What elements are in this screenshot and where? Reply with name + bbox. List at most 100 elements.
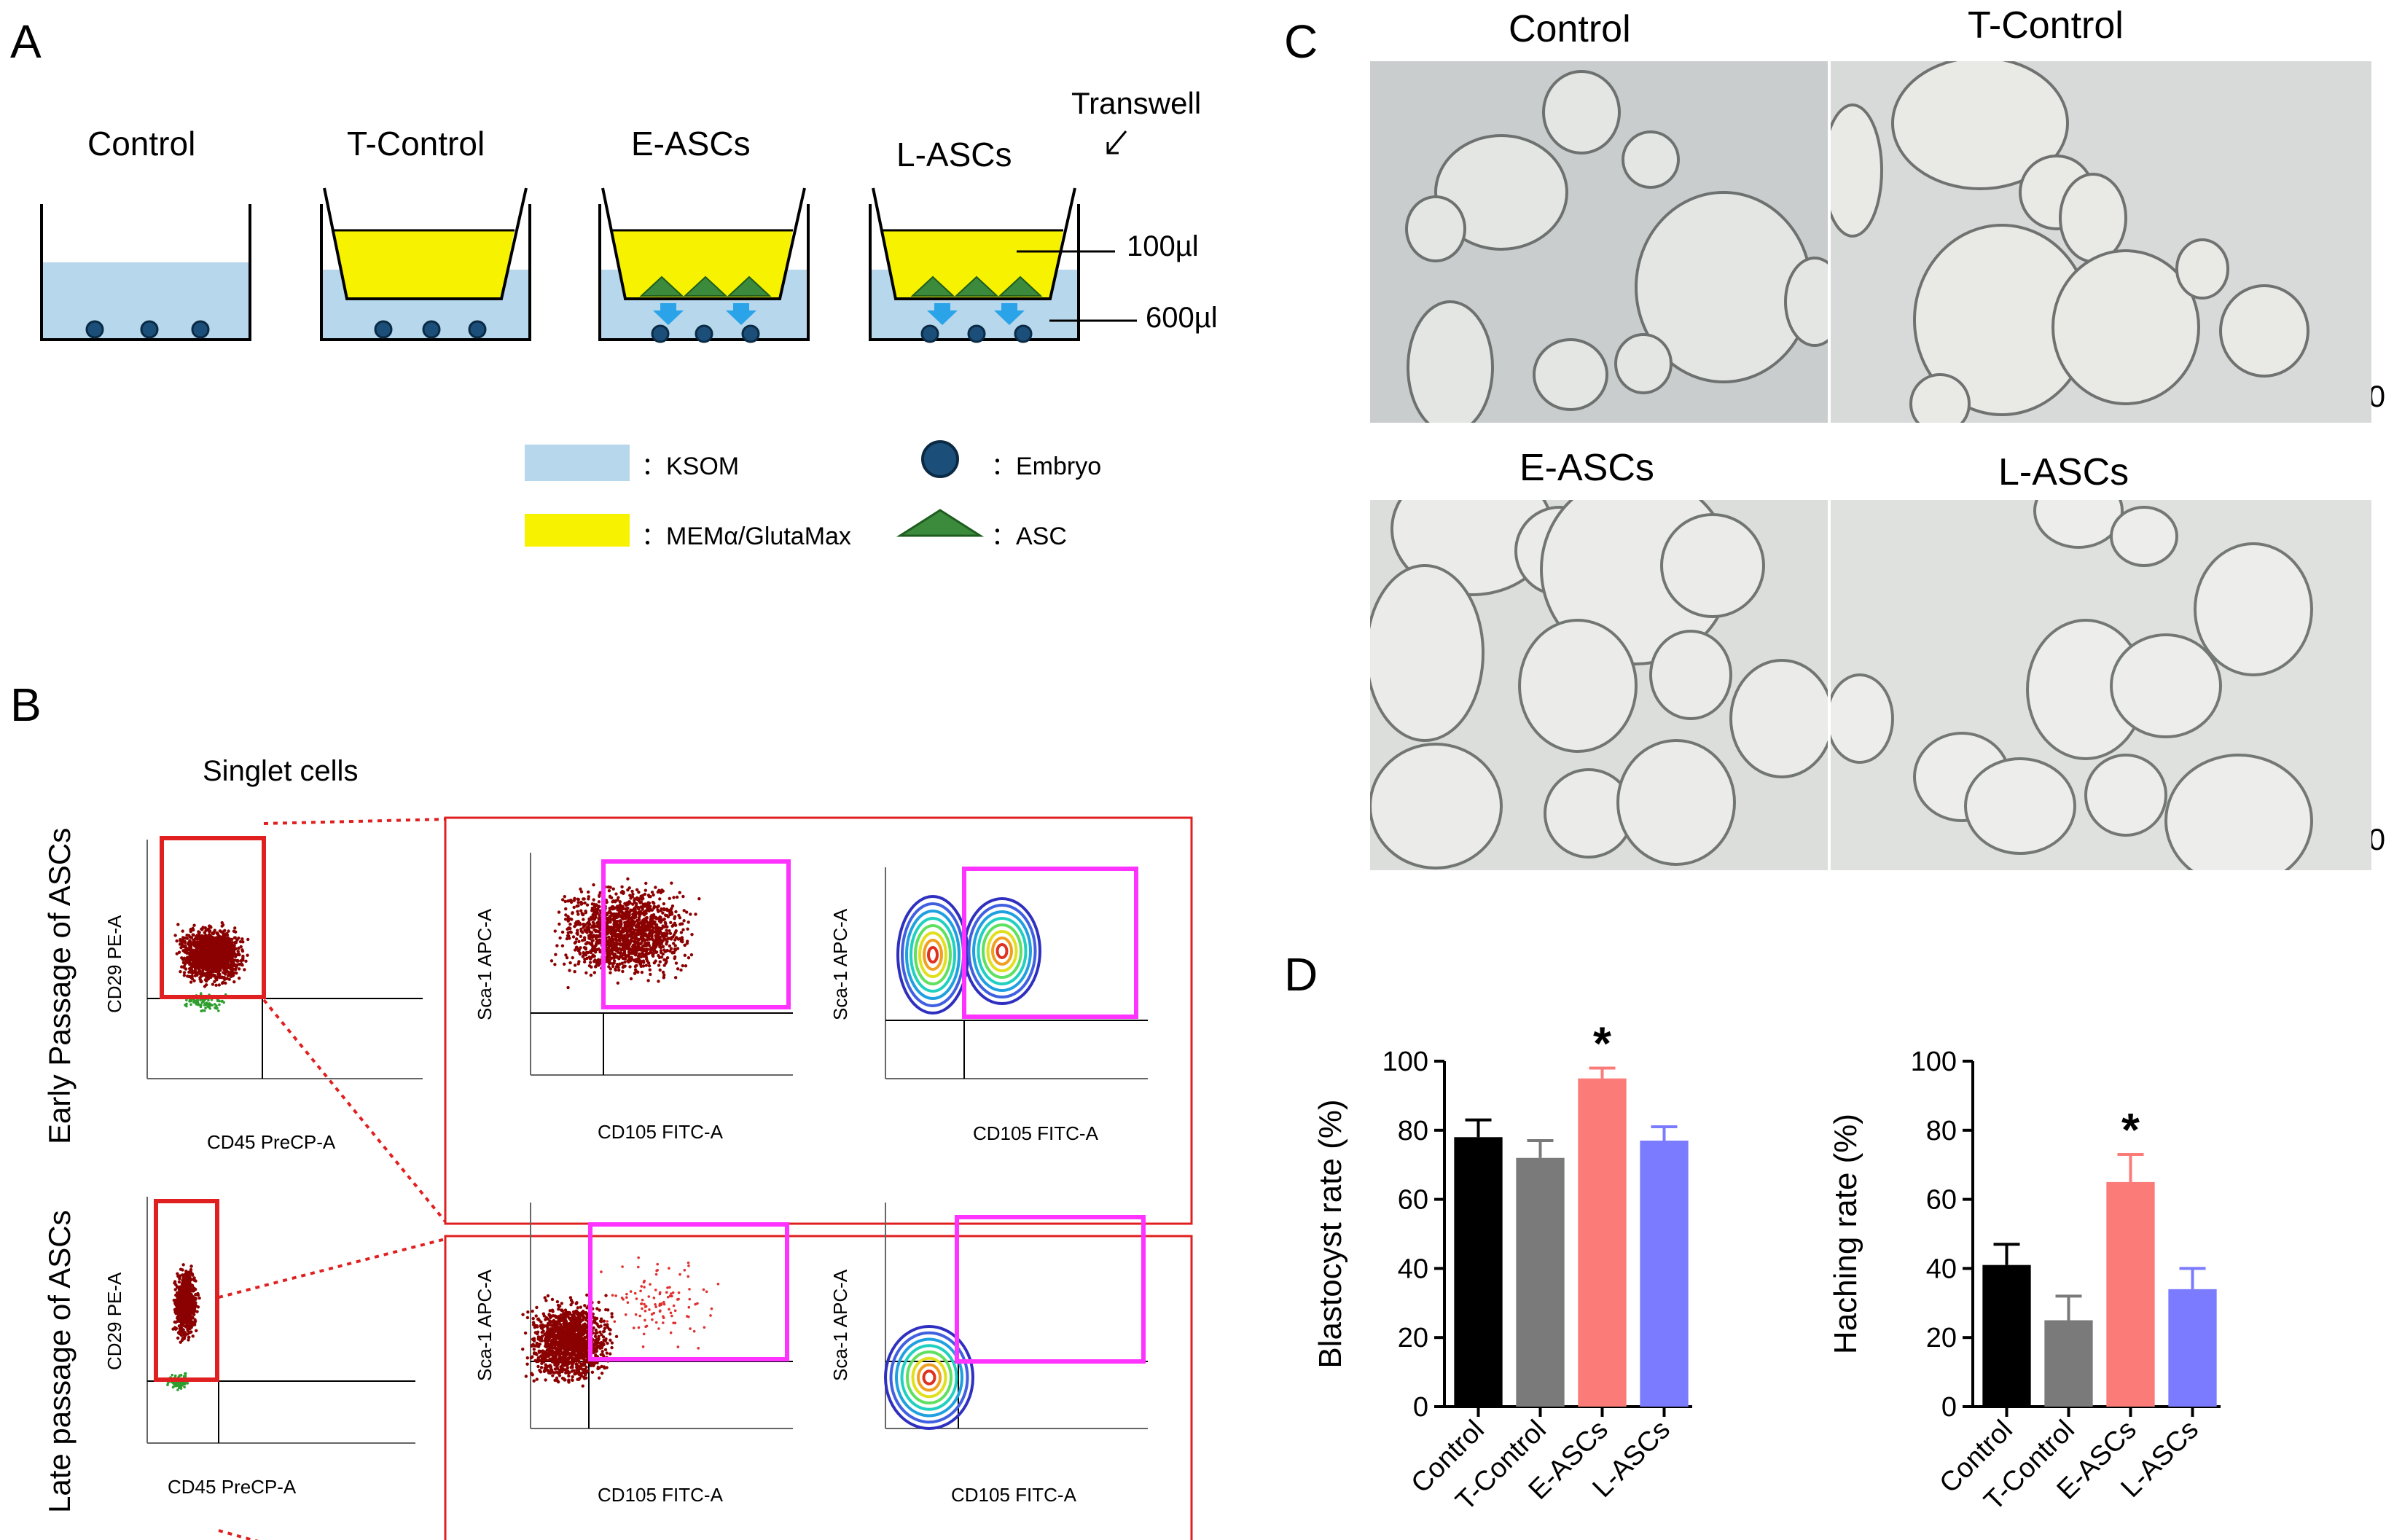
flow-event-dot: [670, 881, 673, 885]
flow-event-dot: [612, 955, 616, 959]
flow-event-dot: [178, 942, 182, 946]
flow-event-dot: [654, 924, 658, 928]
ksom-swatch: [525, 445, 630, 481]
flow-event-dot: [560, 944, 565, 947]
flow-event-dot: [608, 895, 612, 899]
flow-event-dot: [546, 1294, 550, 1298]
flow-event-dot: [624, 921, 627, 925]
flow-event-dot: [652, 913, 656, 917]
flow-event-dot: [222, 953, 226, 956]
flow-event-dot: [636, 957, 640, 961]
flow-event-dot: [179, 1289, 183, 1293]
flow-event-dot: [618, 900, 622, 904]
flow-event-dot: [576, 920, 580, 923]
flow-event-dot: [539, 1366, 544, 1369]
flow-event-dot: [226, 938, 230, 942]
flow-event-dot: [576, 904, 580, 907]
flow-event-dot: [187, 1300, 191, 1305]
flow-event-dot: [627, 925, 631, 929]
flow-event-dot: [569, 1298, 574, 1302]
flow-event-dot: [204, 983, 208, 987]
flow-event-dot: [218, 958, 222, 961]
flow-event-dot: [195, 934, 200, 937]
flow-event-dot: [635, 918, 639, 923]
flow-event-dot: [641, 919, 644, 923]
flow-event-dot: [672, 933, 676, 937]
flow-event-dot: [203, 936, 208, 940]
flow-event-dot: [566, 985, 570, 990]
flow-event-dot: [177, 1286, 181, 1289]
flow-event-dot: [210, 970, 214, 974]
flow-event-dot: [193, 1318, 197, 1321]
flow-event-dot: [598, 891, 602, 895]
flow-event-dot: [644, 944, 649, 947]
flow-event-dot: [676, 947, 680, 950]
flow-event-dot: [648, 907, 652, 911]
flow-event-dot: [665, 955, 670, 960]
flow-event-dot: [176, 1388, 179, 1391]
flow-event-dot: [566, 1369, 570, 1374]
flow-event-dot: [178, 1277, 181, 1281]
flow-event-dot: [246, 953, 249, 957]
flow-event-dot: [176, 1336, 180, 1340]
flow-event-dot: [614, 935, 618, 939]
flow-event-dot: [609, 1338, 612, 1342]
flow-contour-line: [905, 910, 961, 1000]
flow-contour-line: [986, 930, 1018, 972]
flow-event-dot: [598, 1330, 602, 1334]
flow-event-dot: [535, 1324, 539, 1328]
axis-label-cd45-late: CD45 PreCP-A: [168, 1476, 297, 1498]
flow-event-dot: [553, 1378, 557, 1383]
flow-plot-late-singlet: [146, 1197, 415, 1444]
flow-event-dot: [634, 945, 638, 950]
flow-event-dot: [668, 896, 671, 901]
flow-event-dot: [605, 923, 609, 927]
flow-event-dot: [229, 950, 233, 954]
flow-event-dot: [197, 969, 201, 974]
flow-event-dot: [178, 1274, 182, 1278]
flow-event-dot: [663, 921, 668, 924]
flow-event-dot: [166, 1381, 170, 1385]
flow-event-dot: [230, 940, 234, 945]
flow-event-dot: [188, 1297, 192, 1301]
flow-event-dot: [173, 1280, 177, 1283]
flow-event-dot: [205, 942, 209, 946]
flow-event-dot: [653, 920, 657, 924]
flow-event-dot: [670, 912, 674, 916]
flow-event-dot: [627, 957, 631, 961]
flow-event-dot: [179, 1340, 182, 1344]
flow-event-dot: [630, 917, 634, 921]
flow-event-dot: [564, 1371, 568, 1375]
flow-event-dot: [597, 963, 601, 966]
flow-event-dot: [652, 904, 657, 909]
flow-event-dot: [200, 1001, 204, 1004]
transwell-pointer-arrow: [1106, 130, 1127, 155]
flow-event-dot: [192, 939, 197, 944]
flow-event-dot: [539, 1320, 543, 1324]
flow-event-dot: [633, 906, 637, 910]
embryo-swatch: [921, 440, 959, 478]
flow-event-dot: [179, 1307, 182, 1310]
flow-event-dot: [614, 937, 618, 942]
flow-event-dot: [628, 933, 632, 937]
flow-event-dot: [553, 929, 557, 933]
flow-event-dot: [223, 958, 227, 961]
flow-event-dot: [238, 953, 241, 957]
flow-contour-line: [996, 943, 1009, 959]
flow-event-dot: [588, 937, 592, 941]
flow-event-dot: [567, 1324, 571, 1328]
flow-event-dot: [599, 1353, 603, 1356]
flow-event-dot: [618, 947, 622, 951]
flow-event-dot: [192, 963, 196, 967]
flow-event-dot: [658, 935, 662, 939]
flow-event-dot: [618, 903, 622, 907]
flow-event-dot: [606, 942, 610, 945]
flow-event-dot: [683, 953, 687, 958]
flow-event-dot: [656, 908, 660, 912]
flow-event-dot: [679, 922, 683, 926]
flow-event-dot: [217, 950, 221, 954]
axis-label-cd29-late: CD29 PE-A: [103, 1272, 125, 1370]
flow-event-dot: [621, 946, 625, 950]
flow-event-dot: [630, 895, 635, 899]
flow-event-dot: [634, 959, 638, 964]
